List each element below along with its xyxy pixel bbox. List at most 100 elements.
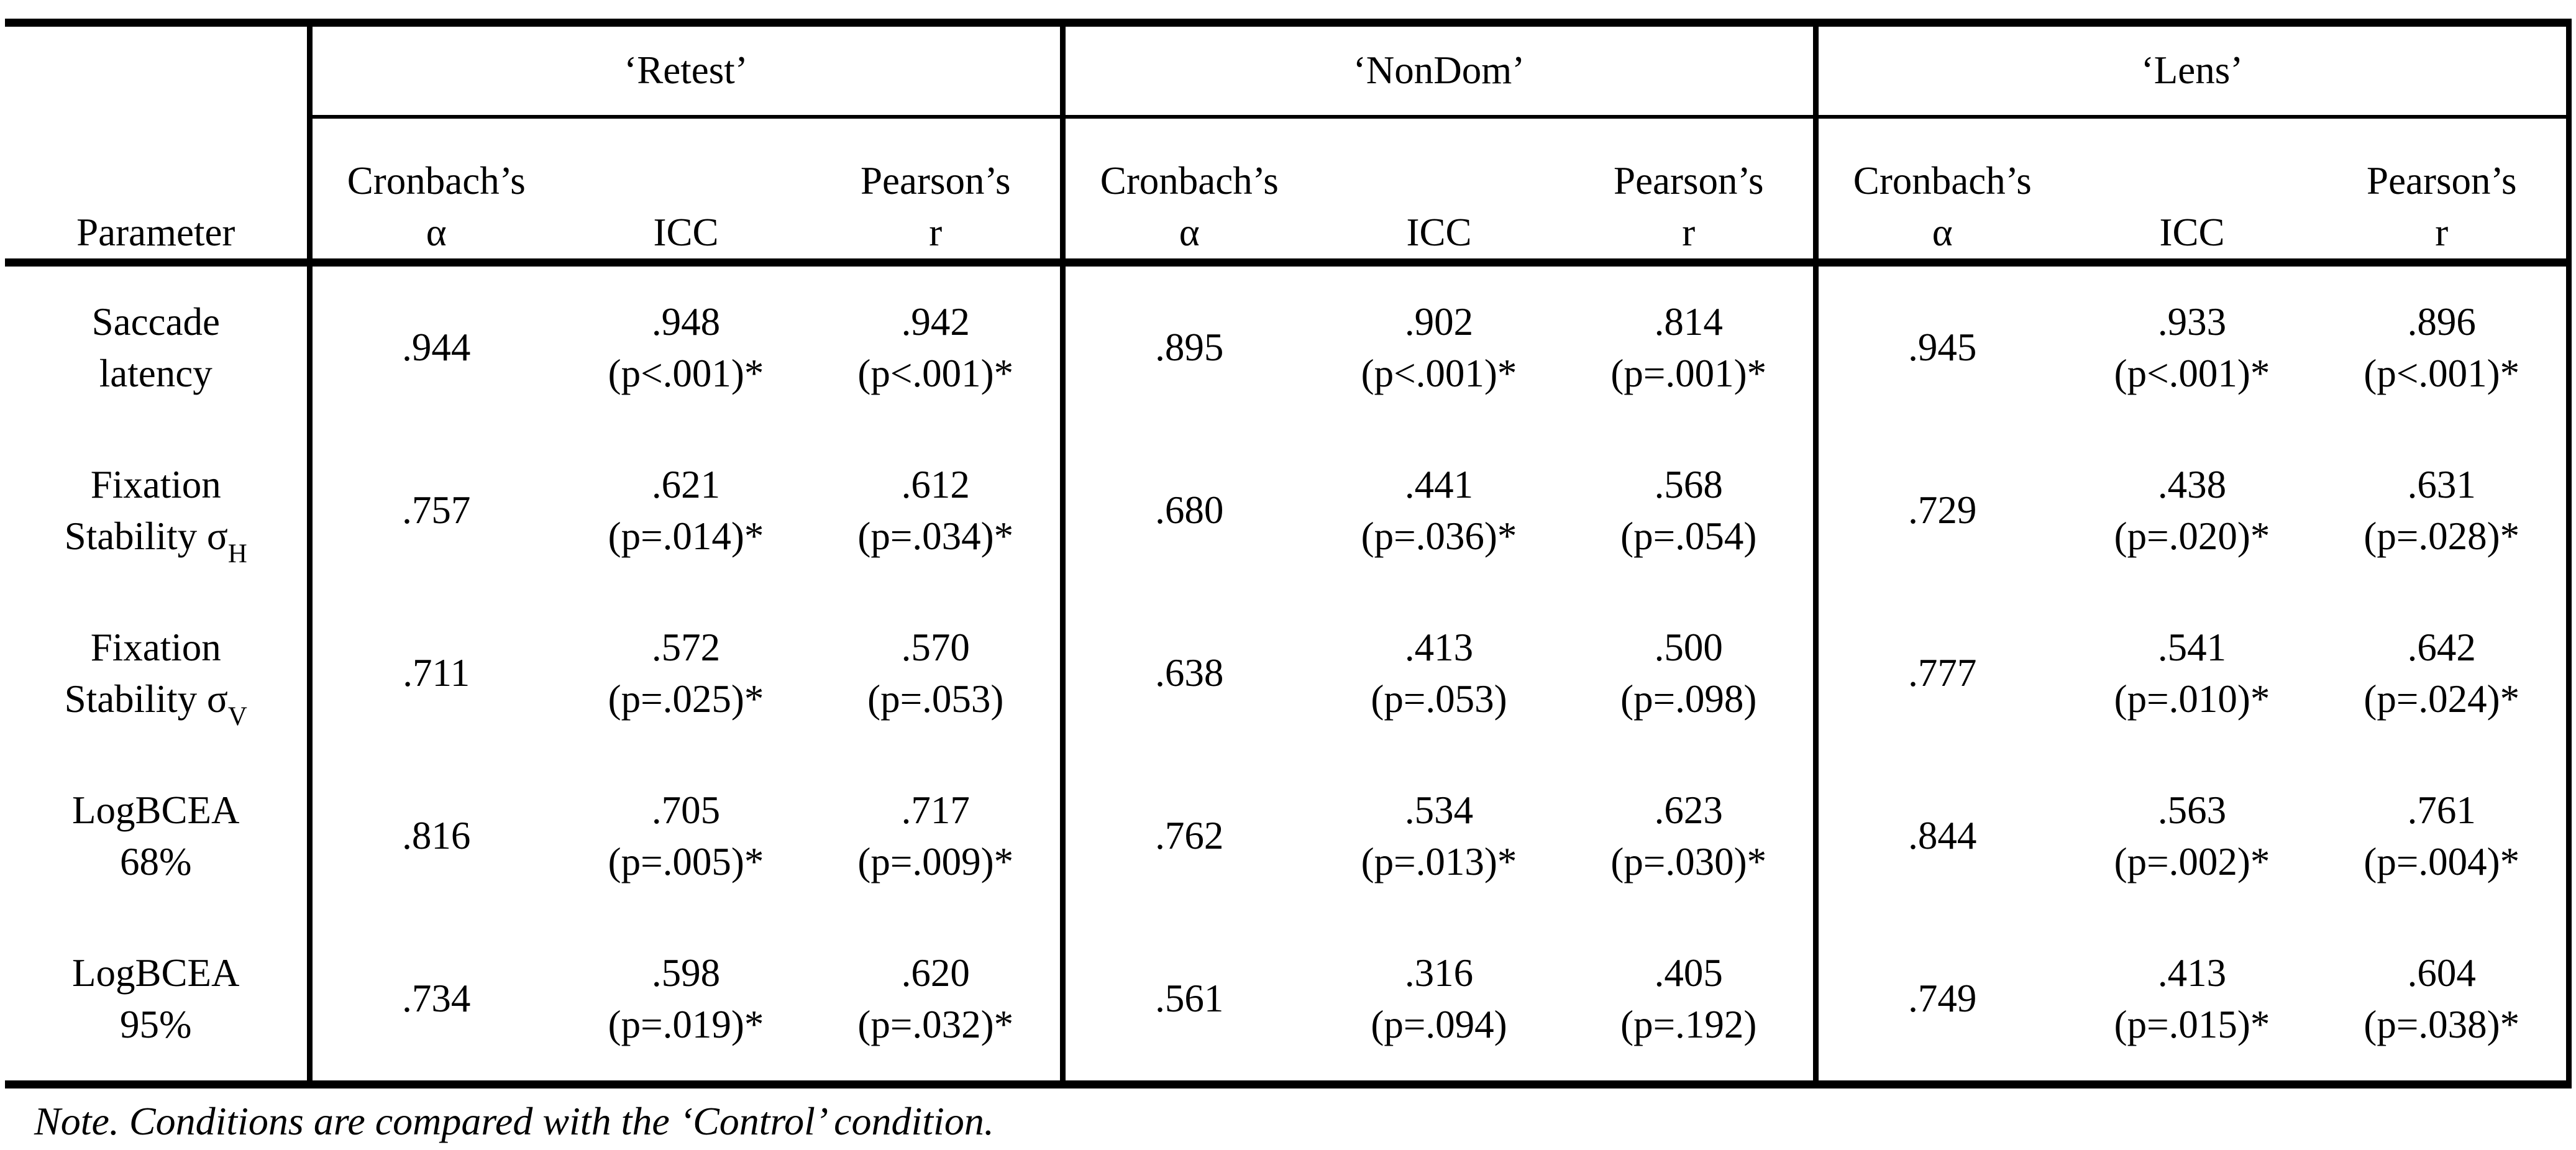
group-label-lens: ‘Lens’	[2140, 48, 2244, 93]
alpha-value-cell: .561	[1062, 918, 1314, 1088]
reliability-table: Parameter ‘Retest’ ‘NonDom’ ‘Lens’ Cronb…	[5, 19, 2572, 1088]
table-row-fixation-stability-v: Fixation Stability σV .711 .572 (p=.025)…	[5, 592, 2572, 755]
group-header-nondom: ‘NonDom’	[1062, 22, 1819, 119]
alpha-value: .844	[1908, 814, 1977, 858]
pearson-label: Pearson’s	[1614, 158, 1764, 203]
alpha-value-cell: .762	[1062, 755, 1313, 918]
r-value: .623	[1654, 788, 1723, 832]
group-label-retest: ‘Retest’	[624, 48, 748, 93]
alpha-symbol: α	[1932, 210, 1953, 254]
icc-value: .902	[1404, 299, 1474, 344]
alpha-value-cell: .757	[309, 429, 560, 592]
alpha-value: .749	[1908, 977, 1977, 1021]
icc-pvalue: (p=.002)*	[2114, 840, 2270, 883]
subheader-cronbach-nondom: Cronbach’s α	[1062, 117, 1314, 267]
icc-value-cell: .948 (p<.001)*	[560, 263, 811, 430]
alpha-value: .945	[1908, 326, 1977, 370]
subheader-icc-lens: ICC	[2067, 117, 2318, 267]
r-pvalue: (p<.001)*	[2364, 352, 2520, 395]
r-pvalue: (p=.030)*	[1610, 840, 1767, 883]
r-value-cell: .612 (p=.034)*	[811, 429, 1066, 592]
icc-value: .413	[1404, 625, 1474, 669]
pearson-label: Pearson’s	[861, 158, 1011, 203]
param-cell: Fixation Stability σV	[5, 592, 313, 755]
alpha-value: .895	[1155, 326, 1224, 370]
alpha-value-cell: .895	[1062, 263, 1313, 430]
alpha-value-cell: .734	[309, 918, 560, 1088]
r-value: .604	[2407, 951, 2476, 995]
icc-value-cell: .316 (p=.094)	[1313, 918, 1565, 1088]
alpha-value-cell: .638	[1062, 592, 1313, 755]
param-line2: 68%	[120, 840, 192, 883]
r-value-cell: .896 (p<.001)*	[2318, 262, 2572, 429]
param-line1: Fixation	[90, 625, 221, 669]
r-value: .568	[1654, 462, 1723, 506]
r-value: .612	[901, 462, 970, 506]
r-symbol: r	[2435, 210, 2449, 254]
icc-pvalue: (p=.010)*	[2114, 677, 2270, 721]
table-row-logbcea-95: LogBCEA 95% .734 .598 (p=.019)* .620 (p=…	[5, 918, 2572, 1088]
icc-label: ICC	[653, 210, 719, 254]
r-value: .620	[901, 951, 970, 995]
alpha-value-cell: .749	[1816, 918, 2067, 1088]
icc-pvalue: (p=.014)*	[608, 514, 764, 558]
alpha-value: .777	[1908, 651, 1977, 695]
alpha-value: .680	[1155, 488, 1224, 532]
alpha-value: .638	[1155, 651, 1224, 695]
icc-value-cell: .572 (p=.025)*	[560, 592, 811, 755]
alpha-value-cell: .680	[1062, 429, 1313, 592]
r-pvalue: (p=.192)	[1620, 1003, 1757, 1046]
r-pvalue: (p=.032)*	[857, 1003, 1014, 1046]
group-header-lens: ‘Lens’	[1816, 22, 2572, 119]
icc-value: .563	[2157, 788, 2227, 832]
icc-pvalue: (p=.013)*	[1361, 840, 1517, 883]
icc-value: .316	[1404, 951, 1474, 995]
r-pvalue: (p<.001)*	[857, 352, 1014, 395]
r-value: .642	[2407, 625, 2476, 669]
icc-value-cell: .621 (p=.014)*	[560, 429, 811, 592]
param-cell: Saccade latency	[5, 262, 313, 429]
table-note: Note. Conditions are compared with the ‘…	[34, 1099, 994, 1143]
r-value-cell: .500 (p=.098)	[1564, 592, 1819, 755]
cronbach-label: Cronbach’s	[1100, 158, 1279, 203]
icc-value-cell: .441 (p=.036)*	[1313, 429, 1564, 592]
param-cell: Fixation Stability σH	[5, 429, 313, 592]
icc-value-cell: .933 (p<.001)*	[2067, 263, 2318, 430]
cronbach-label: Cronbach’s	[347, 158, 526, 203]
r-value-cell: .642 (p=.024)*	[2318, 592, 2572, 755]
r-pvalue: (p=.009)*	[857, 840, 1014, 883]
icc-value-cell: .902 (p<.001)*	[1313, 263, 1564, 430]
icc-value: .441	[1404, 462, 1474, 506]
group-header-retest: ‘Retest’	[309, 22, 1066, 119]
icc-value: .438	[2157, 462, 2227, 506]
r-pvalue: (p=.054)	[1620, 514, 1757, 558]
icc-value: .572	[651, 625, 721, 669]
icc-value-cell: .438 (p=.020)*	[2067, 429, 2318, 592]
icc-value: .534	[1404, 788, 1474, 832]
table-row-saccade-latency: Saccade latency .944 .948 (p<.001)* .942…	[5, 262, 2572, 430]
r-symbol: r	[929, 210, 943, 254]
r-value-cell: .942 (p<.001)*	[811, 262, 1066, 429]
table-row-fixation-stability-h: Fixation Stability σH .757 .621 (p=.014)…	[5, 429, 2572, 592]
r-pvalue: (p=.004)*	[2364, 840, 2520, 883]
icc-pvalue: (p=.020)*	[2114, 514, 2270, 558]
table-row-logbcea-68: LogBCEA 68% .816 .705 (p=.005)* .717 (p=…	[5, 755, 2572, 918]
param-line2: Stability σ	[64, 677, 228, 721]
subheader-cronbach-retest: Cronbach’s α	[309, 117, 560, 267]
alpha-value: .816	[402, 814, 471, 858]
icc-pvalue: (p=.019)*	[608, 1003, 764, 1046]
icc-value: .621	[651, 462, 721, 506]
icc-value: .413	[2157, 951, 2227, 995]
r-pvalue: (p=.034)*	[857, 514, 1014, 558]
alpha-symbol: α	[426, 210, 447, 254]
subheader-pearson-lens: Pearson’s r	[2318, 117, 2572, 267]
param-line1: Saccade	[91, 299, 220, 344]
alpha-value-cell: .729	[1816, 429, 2067, 592]
param-line2: Stability σ	[64, 514, 228, 558]
alpha-symbol: α	[1179, 210, 1200, 254]
r-value-cell: .570 (p=.053)	[811, 592, 1066, 755]
param-line2: latency	[99, 352, 212, 395]
icc-value-cell: .413 (p=.015)*	[2067, 918, 2318, 1088]
r-pvalue: (p=.098)	[1620, 677, 1757, 721]
alpha-value: .729	[1908, 488, 1977, 532]
